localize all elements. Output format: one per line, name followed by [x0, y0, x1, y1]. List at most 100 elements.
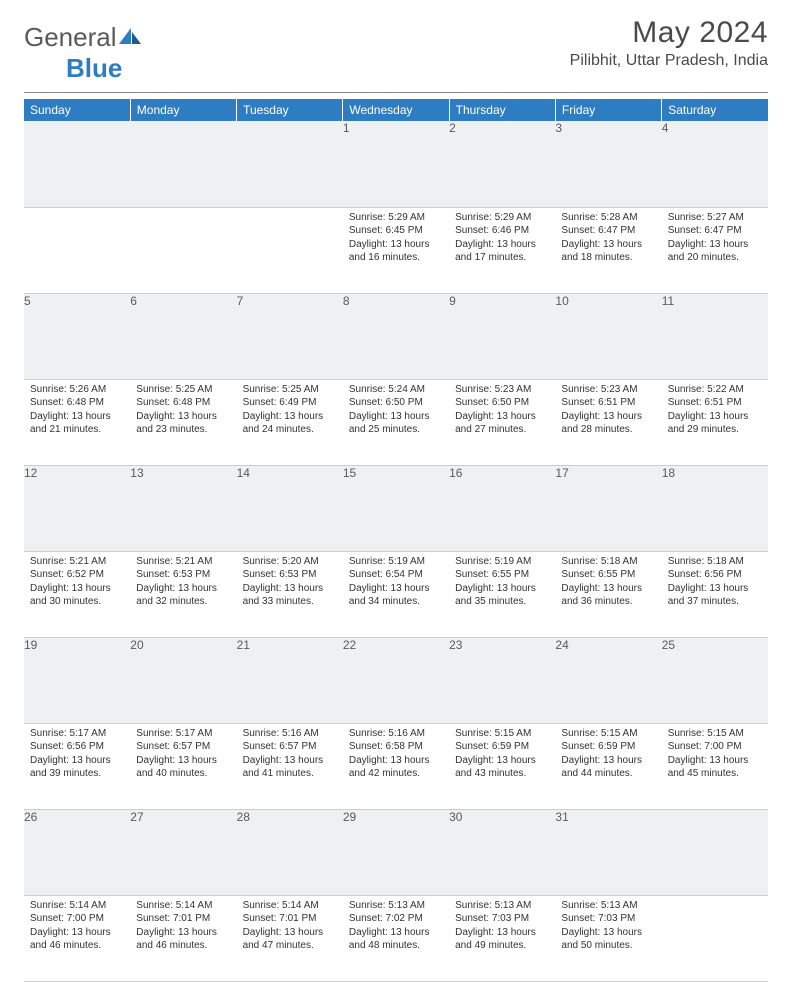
day-cell-content: Sunrise: 5:18 AMSunset: 6:55 PMDaylight:… [555, 552, 661, 613]
day-cell-content: Sunrise: 5:28 AMSunset: 6:47 PMDaylight:… [555, 208, 661, 269]
day-number: 4 [662, 121, 768, 207]
day-number: 13 [130, 465, 236, 551]
day-number: 6 [130, 293, 236, 379]
month-title: May 2024 [570, 16, 768, 50]
day-cell: Sunrise: 5:17 AMSunset: 6:57 PMDaylight:… [130, 723, 236, 809]
day-number: 16 [449, 465, 555, 551]
week-row: Sunrise: 5:26 AMSunset: 6:48 PMDaylight:… [24, 379, 768, 465]
day-cell: Sunrise: 5:24 AMSunset: 6:50 PMDaylight:… [343, 379, 449, 465]
day-cell: Sunrise: 5:16 AMSunset: 6:57 PMDaylight:… [237, 723, 343, 809]
day-cell: Sunrise: 5:14 AMSunset: 7:01 PMDaylight:… [130, 895, 236, 981]
day-cell-content: Sunrise: 5:19 AMSunset: 6:54 PMDaylight:… [343, 552, 449, 613]
day-cell-content: Sunrise: 5:21 AMSunset: 6:52 PMDaylight:… [24, 552, 130, 613]
day-cell [130, 207, 236, 293]
day-number: 28 [237, 809, 343, 895]
day-cell: Sunrise: 5:21 AMSunset: 6:53 PMDaylight:… [130, 551, 236, 637]
day-cell-content: Sunrise: 5:23 AMSunset: 6:50 PMDaylight:… [449, 380, 555, 441]
day-cell-content: Sunrise: 5:14 AMSunset: 7:01 PMDaylight:… [130, 896, 236, 957]
day-cell: Sunrise: 5:14 AMSunset: 7:01 PMDaylight:… [237, 895, 343, 981]
day-cell: Sunrise: 5:13 AMSunset: 7:03 PMDaylight:… [555, 895, 661, 981]
day-cell: Sunrise: 5:29 AMSunset: 6:46 PMDaylight:… [449, 207, 555, 293]
day-cell-content: Sunrise: 5:19 AMSunset: 6:55 PMDaylight:… [449, 552, 555, 613]
day-number: 2 [449, 121, 555, 207]
day-cell-content: Sunrise: 5:25 AMSunset: 6:49 PMDaylight:… [237, 380, 343, 441]
week-row: Sunrise: 5:29 AMSunset: 6:45 PMDaylight:… [24, 207, 768, 293]
day-number: 10 [555, 293, 661, 379]
daynum-row: 1234 [24, 121, 768, 207]
day-cell: Sunrise: 5:15 AMSunset: 6:59 PMDaylight:… [555, 723, 661, 809]
day-cell-content: Sunrise: 5:13 AMSunset: 7:03 PMDaylight:… [449, 896, 555, 957]
day-cell: Sunrise: 5:29 AMSunset: 6:45 PMDaylight:… [343, 207, 449, 293]
day-cell-content: Sunrise: 5:15 AMSunset: 6:59 PMDaylight:… [449, 724, 555, 785]
logo-sail-icon [117, 26, 143, 46]
day-cell-content: Sunrise: 5:13 AMSunset: 7:02 PMDaylight:… [343, 896, 449, 957]
title-block: May 2024 Pilibhit, Uttar Pradesh, India [570, 16, 768, 70]
day-cell-content: Sunrise: 5:25 AMSunset: 6:48 PMDaylight:… [130, 380, 236, 441]
day-number: 3 [555, 121, 661, 207]
day-cell: Sunrise: 5:27 AMSunset: 6:47 PMDaylight:… [662, 207, 768, 293]
day-number: 21 [237, 637, 343, 723]
day-cell-content: Sunrise: 5:16 AMSunset: 6:57 PMDaylight:… [237, 724, 343, 785]
daynum-row: 262728293031 [24, 809, 768, 895]
day-cell-content: Sunrise: 5:22 AMSunset: 6:51 PMDaylight:… [662, 380, 768, 441]
day-cell: Sunrise: 5:19 AMSunset: 6:55 PMDaylight:… [449, 551, 555, 637]
day-cell-content: Sunrise: 5:18 AMSunset: 6:56 PMDaylight:… [662, 552, 768, 613]
day-cell-content: Sunrise: 5:14 AMSunset: 7:00 PMDaylight:… [24, 896, 130, 957]
day-number: 27 [130, 809, 236, 895]
day-number: 23 [449, 637, 555, 723]
logo-blue: Blue [66, 53, 122, 83]
day-cell: Sunrise: 5:19 AMSunset: 6:54 PMDaylight:… [343, 551, 449, 637]
location: Pilibhit, Uttar Pradesh, India [570, 52, 768, 70]
day-cell-content: Sunrise: 5:15 AMSunset: 7:00 PMDaylight:… [662, 724, 768, 785]
day-number: 31 [555, 809, 661, 895]
week-row: Sunrise: 5:21 AMSunset: 6:52 PMDaylight:… [24, 551, 768, 637]
day-header: Monday [130, 99, 236, 121]
day-cell-content: Sunrise: 5:29 AMSunset: 6:45 PMDaylight:… [343, 208, 449, 269]
daynum-row: 12131415161718 [24, 465, 768, 551]
day-cell-content: Sunrise: 5:21 AMSunset: 6:53 PMDaylight:… [130, 552, 236, 613]
calendar-table: SundayMondayTuesdayWednesdayThursdayFrid… [24, 99, 768, 982]
day-cell: Sunrise: 5:15 AMSunset: 6:59 PMDaylight:… [449, 723, 555, 809]
day-number [130, 121, 236, 207]
day-number: 26 [24, 809, 130, 895]
day-number [237, 121, 343, 207]
divider [24, 92, 768, 93]
day-number: 25 [662, 637, 768, 723]
day-cell-content: Sunrise: 5:17 AMSunset: 6:57 PMDaylight:… [130, 724, 236, 785]
day-cell: Sunrise: 5:23 AMSunset: 6:51 PMDaylight:… [555, 379, 661, 465]
day-number: 5 [24, 293, 130, 379]
day-cell: Sunrise: 5:18 AMSunset: 6:56 PMDaylight:… [662, 551, 768, 637]
day-cell-content: Sunrise: 5:17 AMSunset: 6:56 PMDaylight:… [24, 724, 130, 785]
logo: General Blue [24, 22, 143, 84]
day-cell: Sunrise: 5:16 AMSunset: 6:58 PMDaylight:… [343, 723, 449, 809]
daynum-row: 567891011 [24, 293, 768, 379]
day-cell-content: Sunrise: 5:13 AMSunset: 7:03 PMDaylight:… [555, 896, 661, 957]
day-cell: Sunrise: 5:28 AMSunset: 6:47 PMDaylight:… [555, 207, 661, 293]
day-cell: Sunrise: 5:14 AMSunset: 7:00 PMDaylight:… [24, 895, 130, 981]
day-number [662, 809, 768, 895]
day-cell: Sunrise: 5:22 AMSunset: 6:51 PMDaylight:… [662, 379, 768, 465]
week-row: Sunrise: 5:14 AMSunset: 7:00 PMDaylight:… [24, 895, 768, 981]
day-header-row: SundayMondayTuesdayWednesdayThursdayFrid… [24, 99, 768, 121]
day-cell: Sunrise: 5:15 AMSunset: 7:00 PMDaylight:… [662, 723, 768, 809]
day-cell: Sunrise: 5:26 AMSunset: 6:48 PMDaylight:… [24, 379, 130, 465]
day-cell: Sunrise: 5:13 AMSunset: 7:02 PMDaylight:… [343, 895, 449, 981]
day-cell-content: Sunrise: 5:27 AMSunset: 6:47 PMDaylight:… [662, 208, 768, 269]
day-cell: Sunrise: 5:23 AMSunset: 6:50 PMDaylight:… [449, 379, 555, 465]
day-cell-content: Sunrise: 5:15 AMSunset: 6:59 PMDaylight:… [555, 724, 661, 785]
day-number: 15 [343, 465, 449, 551]
day-header: Thursday [449, 99, 555, 121]
day-number [24, 121, 130, 207]
day-cell-content: Sunrise: 5:29 AMSunset: 6:46 PMDaylight:… [449, 208, 555, 269]
day-number: 20 [130, 637, 236, 723]
day-header: Saturday [662, 99, 768, 121]
day-number: 22 [343, 637, 449, 723]
day-cell [237, 207, 343, 293]
day-number: 19 [24, 637, 130, 723]
day-number: 11 [662, 293, 768, 379]
day-number: 8 [343, 293, 449, 379]
day-number: 18 [662, 465, 768, 551]
day-cell-content: Sunrise: 5:26 AMSunset: 6:48 PMDaylight:… [24, 380, 130, 441]
day-cell [662, 895, 768, 981]
day-number: 7 [237, 293, 343, 379]
